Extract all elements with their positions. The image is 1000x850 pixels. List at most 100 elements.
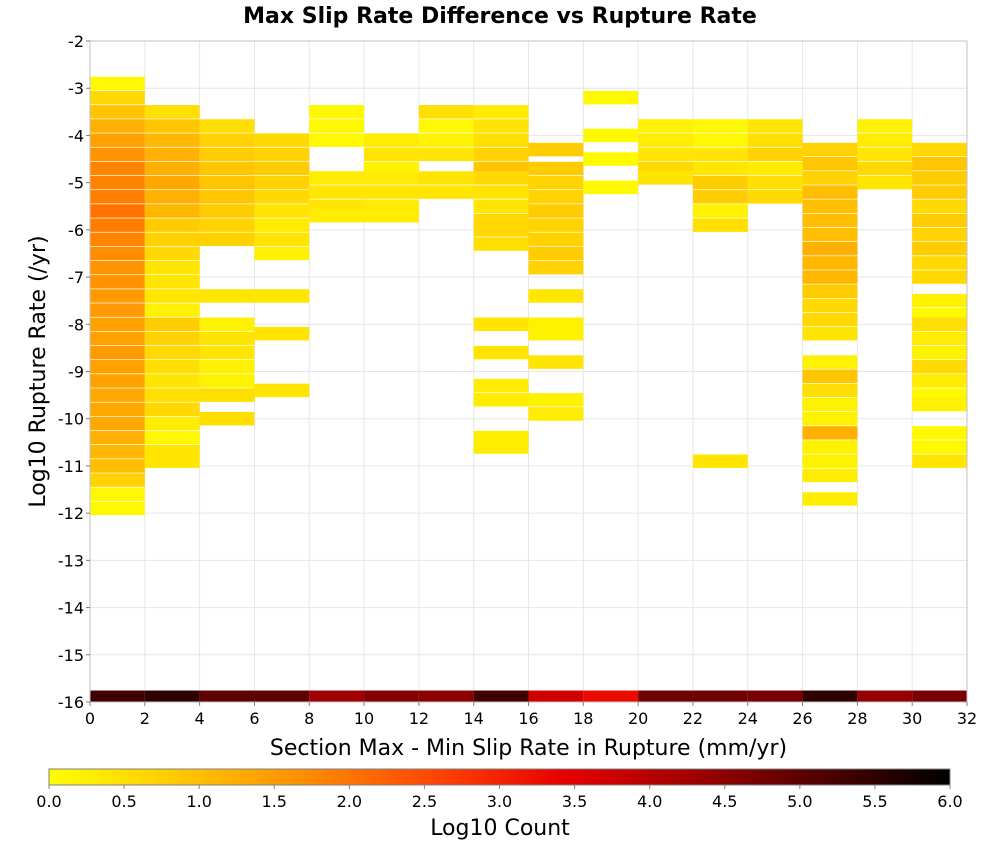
heatmap-cell [144,161,200,176]
heatmap-cell [802,185,858,199]
heatmap-cell [583,690,639,702]
heatmap-cell [912,360,967,374]
heatmap-cell [473,199,529,213]
colorbar-tick-label: 5.0 [787,792,812,811]
heatmap-cell [90,275,145,289]
heatmap-cell [90,690,145,702]
heatmap-cell [199,133,255,147]
heatmap-cell [309,105,365,119]
heatmap-cell [528,161,584,176]
x-tick-label: 20 [628,709,648,728]
heatmap-cell [912,317,967,332]
heatmap-cell [90,501,145,516]
heatmap-cell [912,293,967,308]
y-tick-label: -7 [68,268,84,287]
heatmap-cell [912,270,967,284]
heatmap-cell [254,204,310,218]
heatmap-cell [364,133,419,147]
heatmap-cell [144,147,200,162]
heatmap-cell [199,204,255,218]
heatmap-cell [802,142,858,157]
heatmap-cell [747,147,803,162]
y-tick-label: -9 [68,363,84,382]
y-tick-label: -16 [58,693,84,712]
heatmap-cell [90,303,145,317]
heatmap-cell [90,388,145,402]
heatmap-cell [857,147,913,162]
heatmap-cell [473,440,529,454]
heatmap-cell [802,171,858,185]
heatmap-cell [309,171,365,185]
heatmap-cell [528,175,584,190]
heatmap-cell [90,374,145,388]
heatmap-cell [90,416,145,431]
colorbar-tick-label: 4.5 [712,792,737,811]
heatmap-cell [144,345,200,360]
heatmap-cell [528,142,584,157]
heatmap-cell [199,175,255,190]
heatmap-cell [912,397,967,412]
heatmap-cell [199,345,255,360]
heatmap-cell [418,690,474,702]
heatmap-cell [254,326,310,341]
x-axis-title: Section Max - Min Slip Rate in Rupture (… [270,736,787,761]
x-tick-label: 18 [573,709,593,728]
heatmap-cell [802,241,858,256]
y-tick-label: -15 [58,646,84,665]
heatmap-cell [144,303,200,317]
heatmap-cell [309,690,365,702]
heatmap-cell [90,147,145,162]
x-tick-label: 30 [902,709,922,728]
heatmap-cell [747,190,803,204]
colorbar-tick-label: 3.5 [562,792,587,811]
heatmap-cell [144,317,200,332]
heatmap-cell [912,157,967,171]
heatmap-cell [254,133,310,147]
heatmap-cell [418,133,474,147]
heatmap-cell [144,430,200,445]
x-tick-label: 32 [957,709,977,728]
x-tick-label: 2 [140,709,150,728]
heatmap-cell [144,119,200,133]
heatmap-cell [638,690,693,702]
heatmap-cell [528,232,584,247]
heatmap-cell [802,369,858,383]
heatmap-cell [802,426,858,440]
heatmap-cell [144,402,200,417]
heatmap-cell [90,445,145,459]
heatmap-cell [802,298,858,313]
heatmap-cell [692,218,748,232]
y-tick-label: -12 [58,504,84,523]
heatmap-cell [802,440,858,454]
heatmap-cell [747,690,803,702]
heatmap-cell [199,147,255,162]
heatmap-cell [90,133,145,147]
heatmap-cell [747,119,803,133]
x-tick-label: 10 [354,709,374,728]
heatmap-cell [802,454,858,468]
heatmap-cell [144,204,200,218]
heatmap-cell [144,275,200,289]
heatmap-cell [254,161,310,176]
heatmap-cell [254,289,310,303]
heatmap-cell [473,393,529,407]
heatmap-cell [802,468,858,483]
heatmap-cell [254,690,310,702]
heatmap-cell [90,190,145,204]
heatmap-cell [638,133,693,147]
heatmap-cell [583,152,639,166]
heatmap-cell [692,133,748,147]
heatmap-cell [364,690,419,702]
x-tick-label: 14 [464,709,484,728]
heatmap-cell [857,119,913,133]
heatmap-cell [473,105,529,119]
heatmap-cell [254,147,310,162]
heatmap-cell [144,388,200,402]
heatmap-cell [802,213,858,228]
heatmap-cell [473,147,529,162]
heatmap-cell [309,185,365,199]
heatmap-cell [857,161,913,176]
y-tick-label: -13 [58,551,84,570]
heatmap-cell [473,223,529,237]
heatmap-cell [90,317,145,332]
